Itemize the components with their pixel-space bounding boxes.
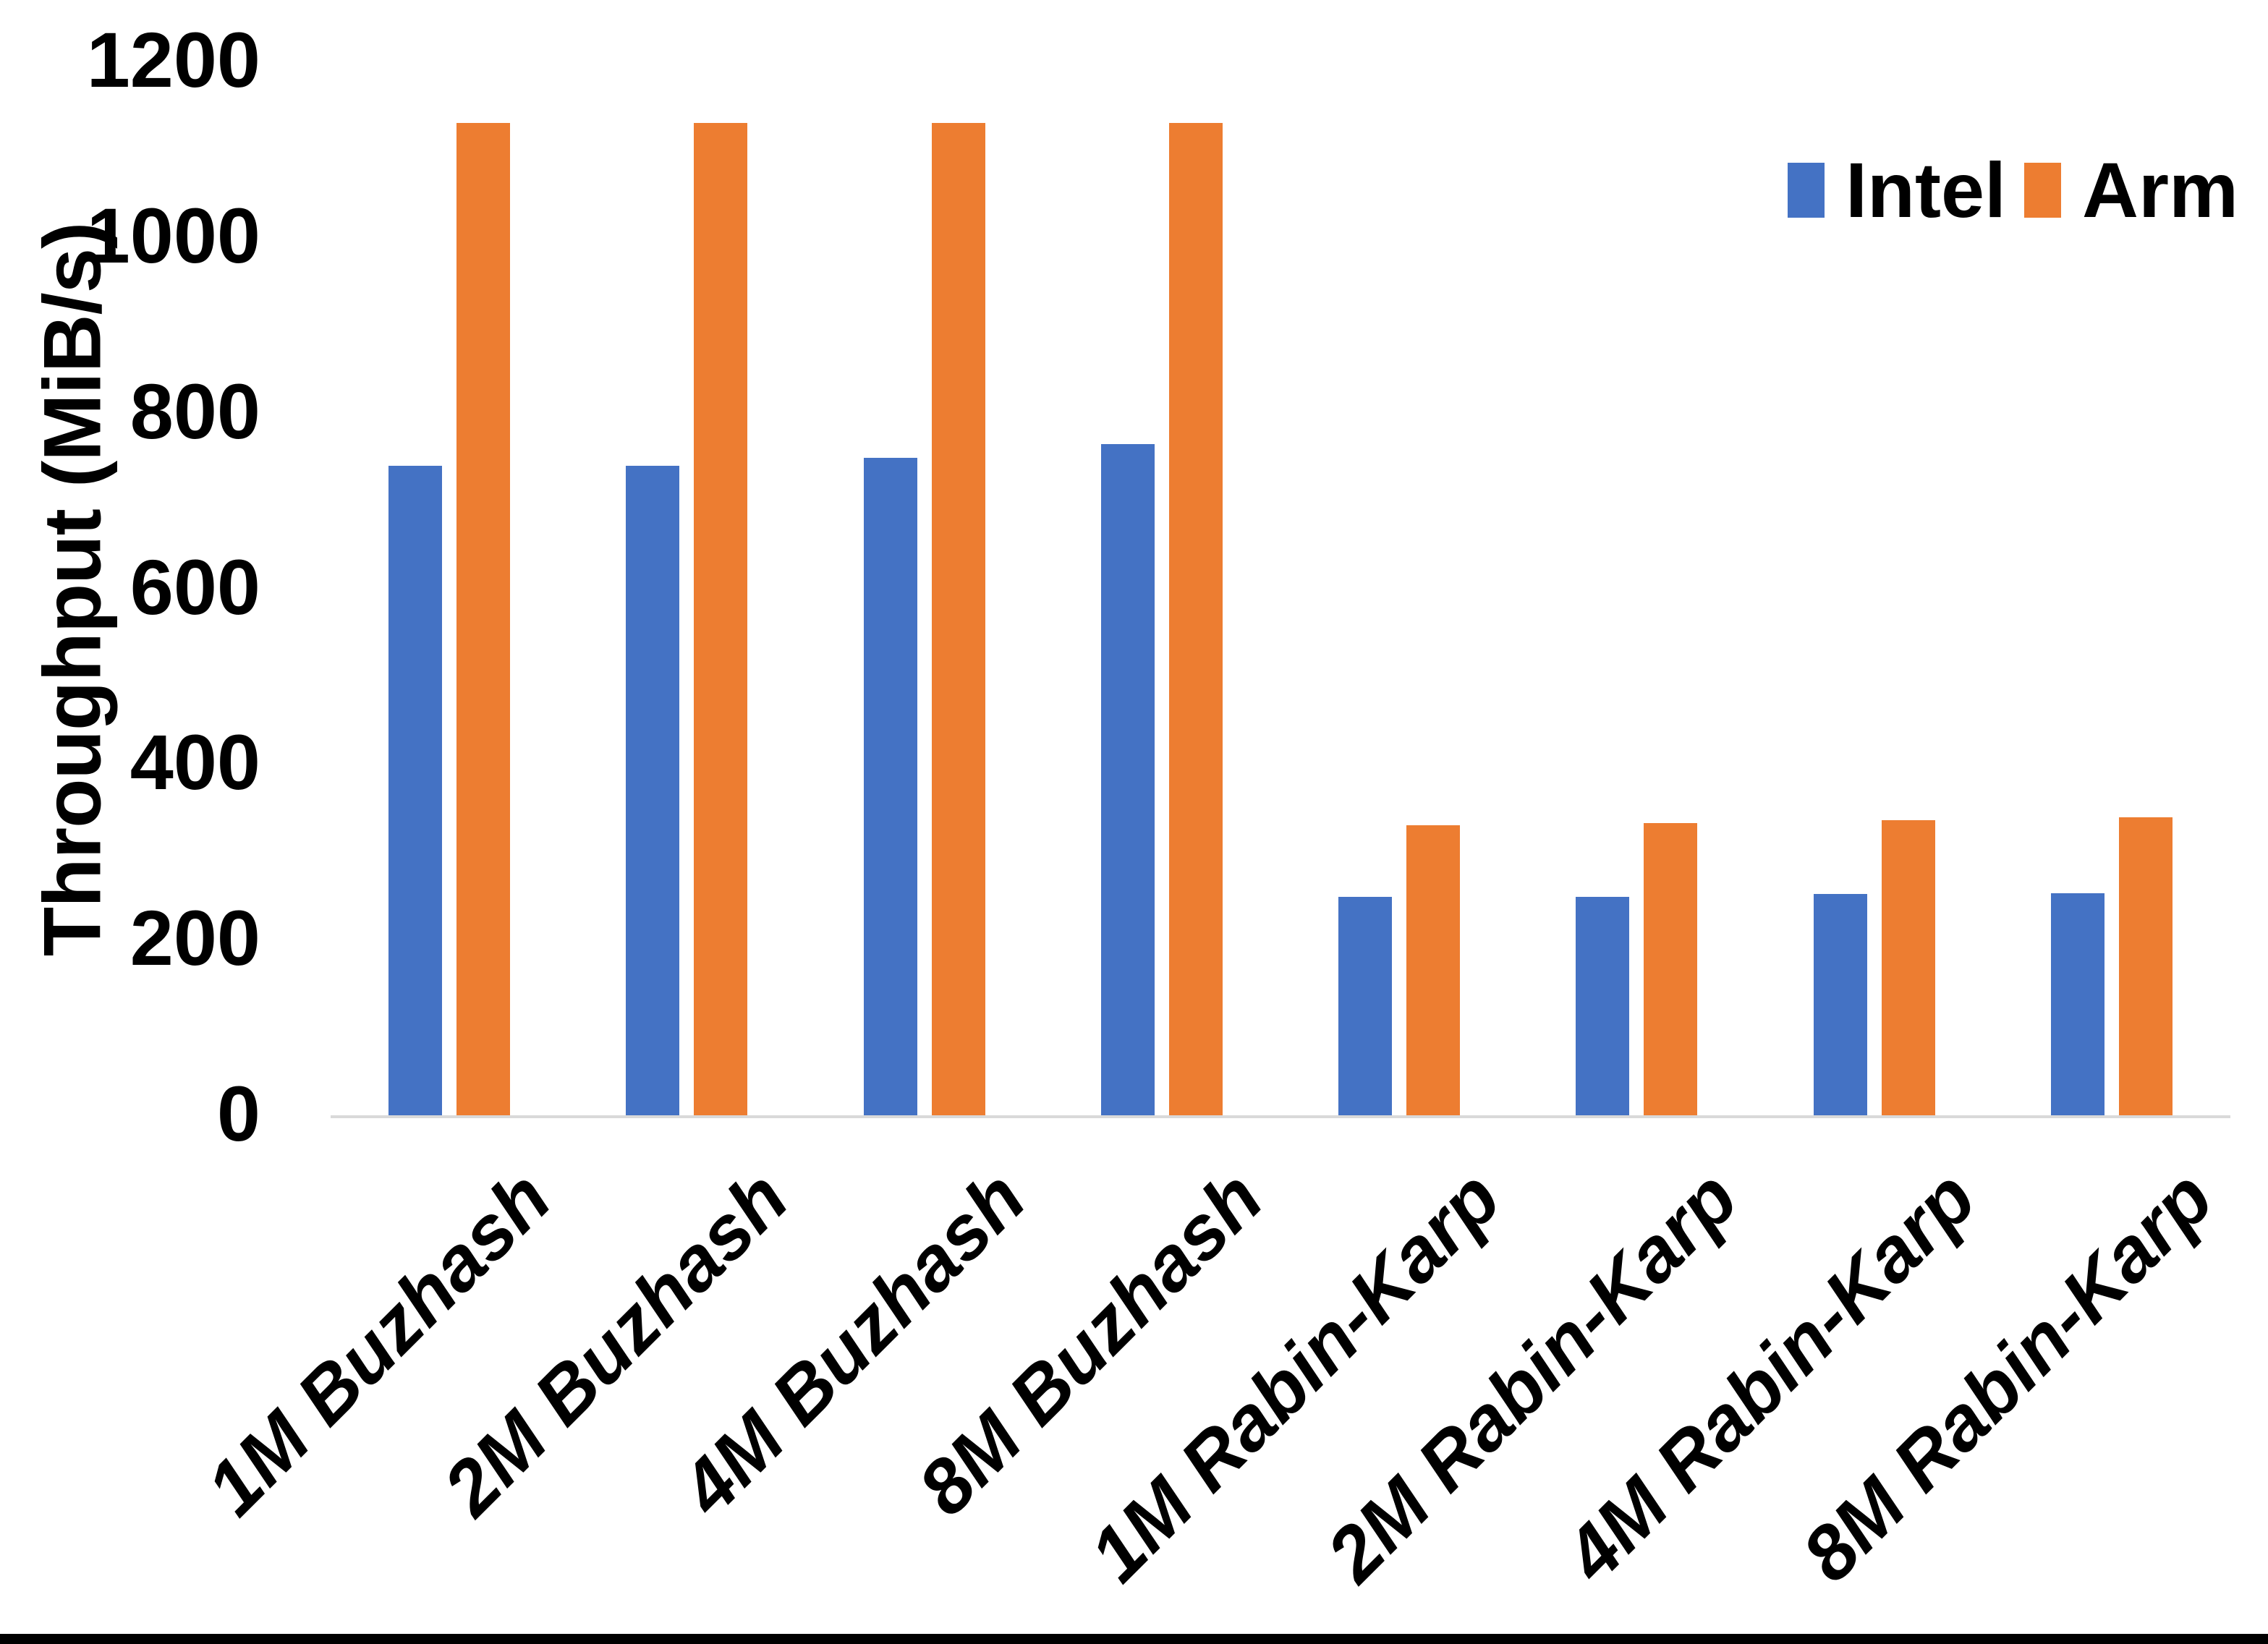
bar-intel-4m-buzhash xyxy=(863,457,917,1115)
y-tick-label: 1000 xyxy=(86,191,260,279)
y-axis-title: Throughput (MiB/s) xyxy=(27,222,118,957)
legend-item-intel: Intel xyxy=(1788,151,2006,229)
bar-intel-1m-rabin-karp xyxy=(1338,896,1393,1115)
y-tick-label: 1200 xyxy=(86,16,260,103)
x-label-8m-rabin-karp: 8M Rabin-Karp xyxy=(1785,1154,2230,1598)
bottom-border xyxy=(0,1634,2268,1644)
x-label-2m-rabin-karp: 2M Rabin-Karp xyxy=(1311,1154,1754,1598)
bar-arm-2m-buzhash xyxy=(694,122,748,1115)
bar-arm-8m-buzhash xyxy=(1168,122,1223,1115)
x-label-4m-rabin-karp: 4M Rabin-Karp xyxy=(1548,1154,1992,1598)
bar-intel-2m-rabin-karp xyxy=(1576,896,1630,1115)
y-tick-label: 0 xyxy=(216,1070,260,1157)
x-label-1m-rabin-karp: 1M Rabin-Karp xyxy=(1073,1154,1517,1598)
bar-intel-8m-rabin-karp xyxy=(2050,893,2105,1115)
y-tick-label: 600 xyxy=(129,542,260,631)
legend-label-intel: Intel xyxy=(1846,146,2007,234)
bar-intel-1m-buzhash xyxy=(388,465,443,1115)
bar-arm-4m-buzhash xyxy=(931,122,985,1115)
bar-intel-4m-rabin-karp xyxy=(1813,894,1867,1115)
y-tick-label: 200 xyxy=(129,894,260,982)
legend-label-arm: Arm xyxy=(2082,146,2239,234)
bar-arm-4m-rabin-karp xyxy=(1881,820,1935,1115)
bar-arm-2m-rabin-karp xyxy=(1644,822,1698,1115)
y-tick-label: 400 xyxy=(129,718,260,806)
bar-arm-1m-buzhash xyxy=(456,122,511,1115)
y-tick-label: 800 xyxy=(129,367,260,455)
bar-intel-8m-buzhash xyxy=(1100,444,1155,1115)
legend-item-arm: Arm xyxy=(2024,151,2238,229)
legend-swatch-intel xyxy=(1788,163,1825,218)
x-axis-line xyxy=(331,1115,2230,1118)
bar-arm-8m-rabin-karp xyxy=(2118,817,2173,1115)
legend-swatch-arm xyxy=(2024,163,2061,218)
bar-arm-1m-rabin-karp xyxy=(1406,825,1461,1115)
bar-intel-2m-buzhash xyxy=(626,465,680,1115)
